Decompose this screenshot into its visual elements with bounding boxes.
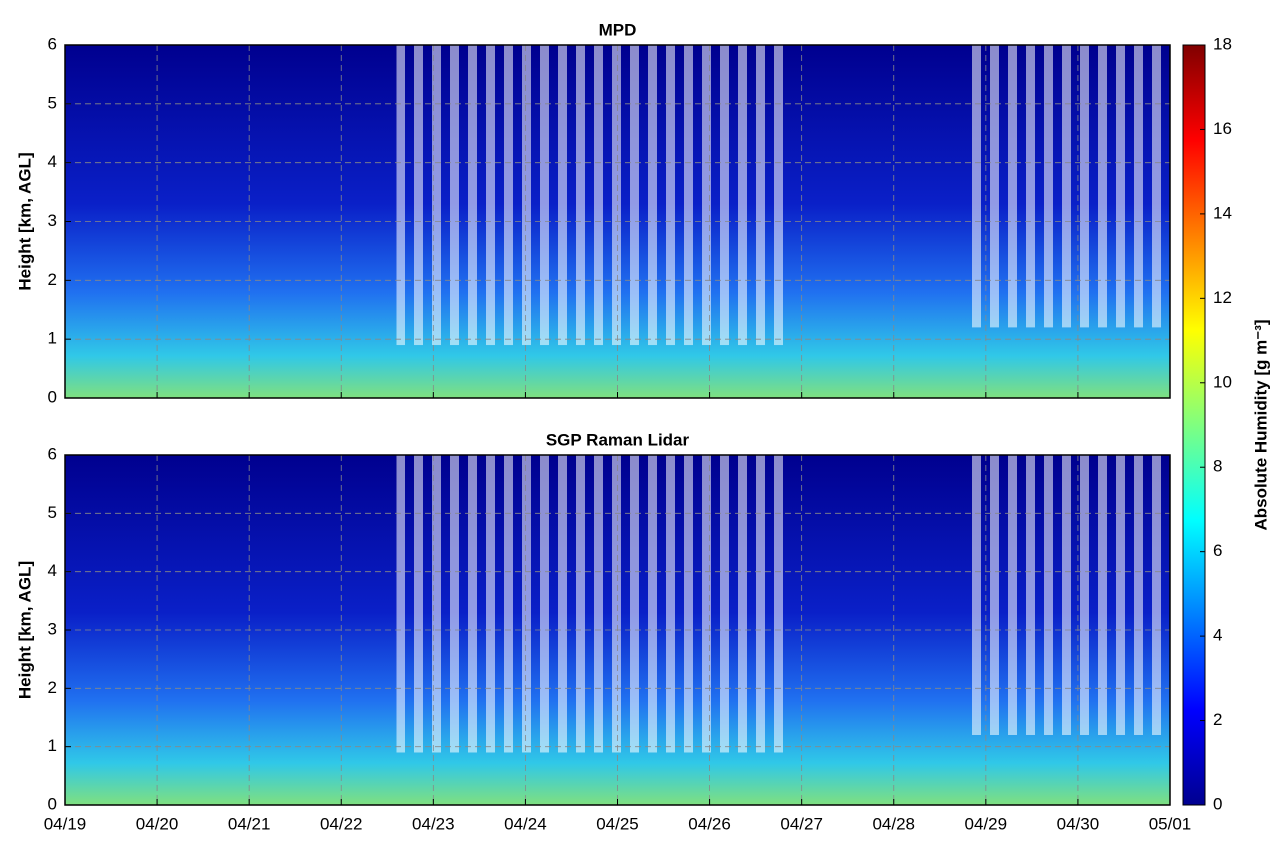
x-tick-label: 04/26	[688, 814, 731, 833]
y-axis-label: Height [km, AGL]	[15, 561, 34, 699]
data-gaps	[971, 455, 1170, 735]
x-tick-label: 04/24	[504, 814, 547, 833]
colorbar-tick-label: 12	[1213, 288, 1232, 307]
data-gaps	[971, 45, 1170, 328]
x-tick-label: 04/25	[596, 814, 639, 833]
colorbar-tick-label: 16	[1213, 119, 1232, 138]
axes-frame	[64, 454, 1171, 806]
y-tick-label: 0	[48, 387, 57, 406]
y-tick-label: 0	[48, 794, 57, 813]
y-tick-label: 5	[48, 93, 57, 112]
data-gaps	[396, 455, 784, 753]
colorbar-tick-label: 18	[1213, 34, 1232, 53]
colorbar-label: Absolute Humidity [g m⁻³]	[1251, 319, 1270, 530]
x-tick-label: 05/01	[1149, 814, 1192, 833]
panel-title: SGP Raman Lidar	[546, 430, 690, 449]
x-tick-label: 04/19	[44, 814, 87, 833]
y-tick-label: 3	[48, 211, 57, 230]
colorbar-tick-label: 2	[1213, 710, 1222, 729]
y-tick-label: 1	[48, 736, 57, 755]
colorbar-tick-label: 6	[1213, 541, 1222, 560]
y-tick-label: 1	[48, 329, 57, 348]
x-tick-label: 04/29	[965, 814, 1008, 833]
x-tick-label: 04/27	[780, 814, 823, 833]
y-axis-label: Height [km, AGL]	[15, 152, 34, 290]
colorbar-tick-label: 0	[1213, 794, 1222, 813]
y-tick-label: 4	[48, 152, 57, 171]
y-tick-label: 6	[48, 444, 57, 463]
y-tick-label: 6	[48, 34, 57, 53]
colorbar-tick-label: 8	[1213, 457, 1222, 476]
x-tick-label: 04/22	[320, 814, 363, 833]
x-tick-label: 04/23	[412, 814, 455, 833]
x-tick-label: 04/21	[228, 814, 271, 833]
axes-frame	[64, 44, 1171, 399]
y-tick-label: 4	[48, 561, 57, 580]
x-tick-label: 04/30	[1057, 814, 1100, 833]
y-tick-label: 3	[48, 619, 57, 638]
colorbar-tick-label: 14	[1213, 203, 1232, 222]
y-tick-label: 2	[48, 678, 57, 697]
x-tick-label: 04/20	[136, 814, 179, 833]
data-gaps	[396, 45, 784, 346]
colorbar-tick-label: 4	[1213, 626, 1222, 645]
y-tick-label: 2	[48, 270, 57, 289]
x-tick-label: 04/28	[872, 814, 915, 833]
y-tick-label: 5	[48, 503, 57, 522]
colorbar	[1182, 44, 1206, 806]
panel-title: MPD	[599, 20, 637, 39]
colorbar-tick-label: 10	[1213, 372, 1232, 391]
